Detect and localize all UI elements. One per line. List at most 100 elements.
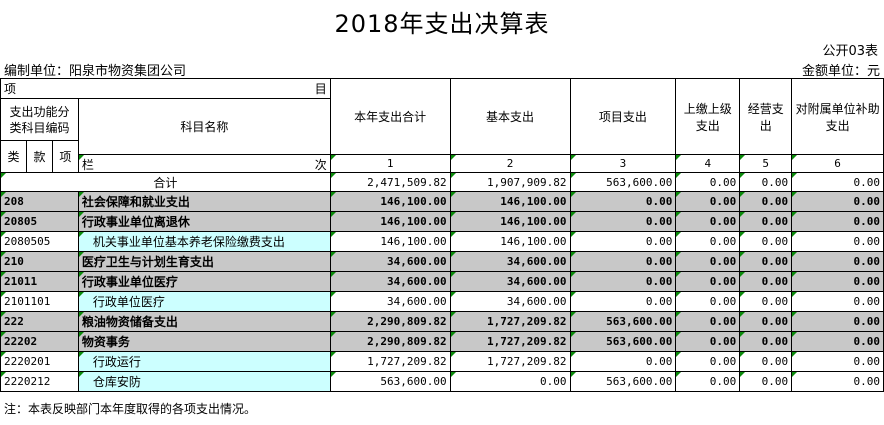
row-value-1: 2,290,809.82 [329,311,451,332]
row-value-6: 0.00 [791,331,884,352]
row-value-3: 0.00 [569,271,677,292]
total-value-3: 563,600.00 [569,172,677,192]
row-subject-name: 物资事务 [77,331,331,352]
header-lan: 栏 [81,158,94,172]
row-value-6: 0.00 [791,231,884,252]
table-row: 2101101 行政单位医疗 34,600.00 34,600.00 0.00 0.00 0… [0,291,884,312]
header-subject-name: 科目名称 [77,98,331,155]
row-value-4: 0.00 [675,311,741,332]
row-value-6: 0.00 [791,191,884,212]
total-value-2: 1,907,909.82 [449,172,571,192]
row-value-1: 34,600.00 [329,291,451,312]
header-mu: 目 [314,82,327,96]
row-value-4: 0.00 [675,331,741,352]
header-col-project: 项目支出 [569,78,677,155]
row-value-3: 0.00 [569,211,677,232]
row-value-1: 34,600.00 [329,271,451,292]
header-func-code: 支出功能分类科目编码 [0,98,79,141]
row-value-6: 0.00 [791,291,884,312]
row-value-5: 0.00 [739,331,793,352]
row-subject-name: 机关事业单位基本养老保险缴费支出 [77,231,331,252]
row-subject-name: 行政单位医疗 [77,291,331,312]
header-col-subsidy: 对附属单位补助支出 [791,78,884,155]
expenditure-table: 项 目 本年支出合计 基本支出 项目支出 上缴上级支出 经营支出 对附属单位补助… [0,78,884,392]
row-value-6: 0.00 [791,211,884,232]
row-code: 2220201 [0,351,79,372]
header-lanci: 栏 次 [77,154,331,173]
total-value-4: 0.00 [675,172,741,192]
row-subject-name: 仓库安防 [77,371,331,392]
row-value-4: 0.00 [675,231,741,252]
form-number: 公开03表 [822,44,878,59]
row-value-3: 0.00 [569,351,677,372]
row-code: 20805 [0,211,79,232]
row-value-2: 34,600.00 [449,251,571,272]
row-value-5: 0.00 [739,351,793,372]
row-value-2: 1,727,209.82 [449,351,571,372]
row-code: 2101101 [0,291,79,312]
row-value-4: 0.00 [675,291,741,312]
row-value-3: 0.00 [569,191,677,212]
row-value-3: 563,600.00 [569,331,677,352]
row-value-2: 34,600.00 [449,291,571,312]
row-value-6: 0.00 [791,251,884,272]
row-value-3: 0.00 [569,251,677,272]
row-value-1: 2,290,809.82 [329,331,451,352]
row-value-5: 0.00 [739,371,793,392]
header-xiang2: 项 [51,140,79,173]
row-value-1: 563,600.00 [329,371,451,392]
header-ci: 次 [314,158,327,172]
row-value-5: 0.00 [739,291,793,312]
col-num-5: 5 [739,154,793,173]
row-code: 208 [0,191,79,212]
row-value-2: 146,100.00 [449,211,571,232]
row-value-5: 0.00 [739,311,793,332]
row-subject-name: 行政事业单位医疗 [77,271,331,292]
table-row: 2220201 行政运行 1,727,209.82 1,727,209.82 0.00 0… [0,351,884,372]
row-subject-name: 粮油物资储备支出 [77,311,331,332]
row-subject-name: 行政事业单位离退休 [77,211,331,232]
row-value-4: 0.00 [675,351,741,372]
amount-unit: 金额单位：元 [801,64,880,79]
compiling-unit: 编制单位：阳泉市物资集团公司 [4,64,187,79]
col-num-6: 6 [791,154,884,173]
total-value-6: 0.00 [791,172,884,192]
header-xiangmu: 项 目 [0,78,331,99]
total-label: 合计 [0,172,331,192]
row-code: 22202 [0,331,79,352]
col-num-4: 4 [675,154,741,173]
row-value-6: 0.00 [791,271,884,292]
row-value-4: 0.00 [675,191,741,212]
row-value-2: 146,100.00 [449,231,571,252]
col-num-2: 2 [449,154,571,173]
row-value-2: 34,600.00 [449,271,571,292]
row-subject-name: 行政运行 [77,351,331,372]
row-value-5: 0.00 [739,271,793,292]
header-col-operating: 经营支出 [739,78,793,155]
row-value-2: 146,100.00 [449,191,571,212]
row-value-6: 0.00 [791,351,884,372]
row-value-1: 1,727,209.82 [329,351,451,372]
table-row: 22202 物资事务 2,290,809.82 1,727,209.82 563,600… [0,331,884,352]
row-value-5: 0.00 [739,211,793,232]
header-col-total: 本年支出合计 [329,78,451,155]
row-value-3: 0.00 [569,231,677,252]
header-col-upper: 上缴上级支出 [675,78,741,155]
footnote: 注：本表反映部门本年度取得的各项支出情况。 [4,402,257,416]
row-code: 2080505 [0,231,79,252]
row-value-2: 1,727,209.82 [449,331,571,352]
table-row: 2220212 仓库安防 563,600.00 0.00 563,600.00 0.00 0… [0,371,884,392]
row-value-4: 0.00 [675,371,741,392]
row-code: 222 [0,311,79,332]
row-value-5: 0.00 [739,251,793,272]
row-value-5: 0.00 [739,231,793,252]
total-row: 合计 2,471,509.82 1,907,909.82 563,600.00 … [0,172,884,192]
header-xiang: 项 [4,82,17,96]
header-lei: 类 [0,140,27,173]
row-code: 210 [0,251,79,272]
row-value-4: 0.00 [675,211,741,232]
total-value-5: 0.00 [739,172,793,192]
row-value-3: 0.00 [569,291,677,312]
row-value-4: 0.00 [675,271,741,292]
row-value-1: 146,100.00 [329,191,451,212]
